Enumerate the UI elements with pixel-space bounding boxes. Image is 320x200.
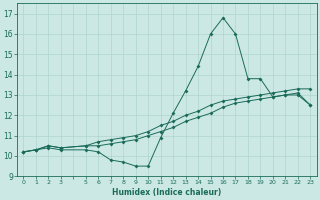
X-axis label: Humidex (Indice chaleur): Humidex (Indice chaleur) (112, 188, 221, 197)
